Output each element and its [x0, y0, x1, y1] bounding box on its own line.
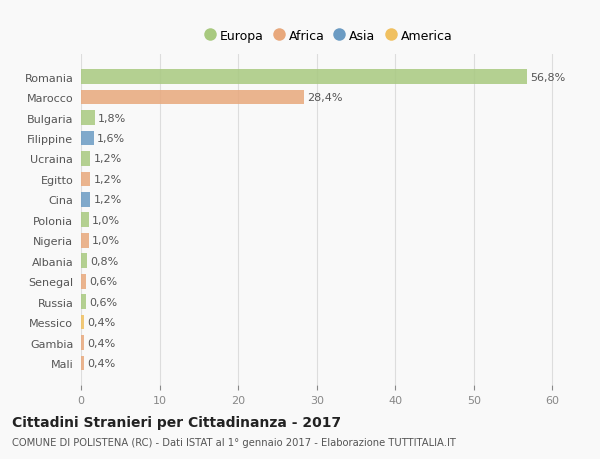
Bar [81, 315, 84, 330]
Bar [81, 70, 527, 85]
Bar [81, 356, 84, 370]
Bar [81, 152, 91, 167]
Legend: Europa, Africa, Asia, America: Europa, Africa, Asia, America [200, 25, 457, 48]
Bar [81, 90, 304, 105]
Bar [81, 254, 87, 269]
Text: 1,6%: 1,6% [97, 134, 125, 144]
Bar [81, 111, 95, 126]
Text: 28,4%: 28,4% [307, 93, 343, 103]
Text: 1,2%: 1,2% [94, 195, 122, 205]
Bar [81, 213, 89, 228]
Bar [81, 274, 86, 289]
Bar [81, 336, 84, 350]
Text: 1,8%: 1,8% [98, 113, 127, 123]
Text: 0,6%: 0,6% [89, 297, 117, 307]
Text: 0,8%: 0,8% [91, 256, 119, 266]
Text: 56,8%: 56,8% [530, 73, 566, 83]
Text: 1,2%: 1,2% [94, 154, 122, 164]
Text: COMUNE DI POLISTENA (RC) - Dati ISTAT al 1° gennaio 2017 - Elaborazione TUTTITAL: COMUNE DI POLISTENA (RC) - Dati ISTAT al… [12, 437, 456, 447]
Text: 1,2%: 1,2% [94, 174, 122, 185]
Bar [81, 172, 91, 187]
Text: 0,4%: 0,4% [87, 317, 116, 327]
Text: 0,4%: 0,4% [87, 338, 116, 348]
Text: Cittadini Stranieri per Cittadinanza - 2017: Cittadini Stranieri per Cittadinanza - 2… [12, 415, 341, 429]
Bar [81, 295, 86, 309]
Text: 1,0%: 1,0% [92, 215, 120, 225]
Text: 0,4%: 0,4% [87, 358, 116, 368]
Bar [81, 131, 94, 146]
Text: 1,0%: 1,0% [92, 236, 120, 246]
Bar [81, 233, 89, 248]
Bar [81, 193, 91, 207]
Text: 0,6%: 0,6% [89, 277, 117, 286]
